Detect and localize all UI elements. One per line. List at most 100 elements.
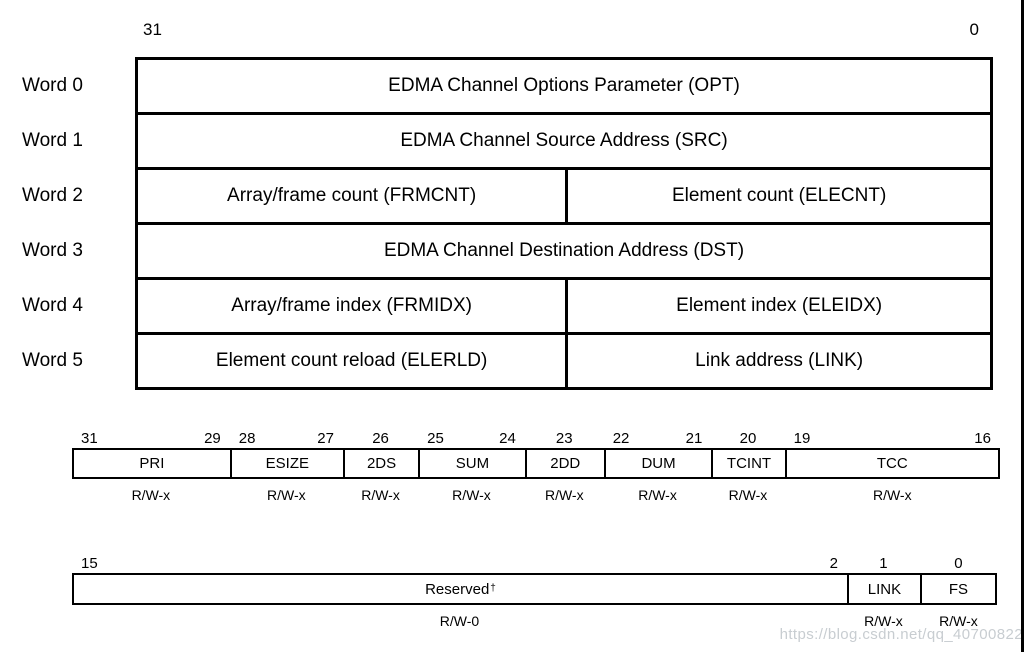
bit-numbers-2ds: 26 — [343, 426, 418, 448]
bit-number: 1 — [879, 555, 888, 572]
bit-number-0: 0 — [969, 20, 979, 39]
bit-number: 27 — [317, 430, 334, 447]
field-dum: DUM — [603, 448, 712, 479]
word-cell: Array/frame count (FRMCNT) — [138, 170, 569, 222]
bit-numbers-reserved: 15 2 — [72, 546, 847, 573]
bit-numbers-pri: 31 29 — [72, 426, 230, 448]
bit-number: 19 — [793, 430, 811, 447]
bit-number: 20 — [739, 430, 757, 447]
bit-numbers-row: 31 29 28 27 26 25 24 23 22 21 20 19 16 — [72, 426, 1000, 448]
field-tcint: TCINT — [711, 448, 785, 479]
field-name: TCINT — [726, 455, 772, 472]
page-edge-line — [1021, 0, 1024, 652]
field-boxes-row: Reserved † LINK FS — [72, 573, 997, 605]
bit-number: 2 — [829, 555, 838, 572]
access-label: R/W-x — [544, 487, 584, 503]
opt-bitfield-upper: 31 29 28 27 26 25 24 23 22 21 20 19 16 PRI ESIZE 2DS SUM… — [72, 426, 1000, 503]
field-name: DUM — [641, 455, 676, 472]
field-name: Reserved — [425, 580, 490, 598]
field-tcc: TCC — [784, 448, 1000, 479]
bit-number: 28 — [238, 430, 256, 447]
access-codes-row: R/W-x R/W-x R/W-x R/W-x R/W-x R/W-x R/W-x R/W-x — [72, 487, 1000, 503]
field-pri: PRI — [72, 448, 230, 479]
bit-number: 21 — [685, 430, 703, 447]
bit-number: 0 — [954, 555, 963, 572]
field-2dd: 2DD — [524, 448, 604, 479]
word-row-label: Word 4 — [22, 295, 83, 316]
access-codes-row: R/W-0 R/W-x R/W-x — [72, 613, 997, 629]
bit-number: 23 — [555, 430, 573, 447]
field-link: LINK — [846, 573, 920, 605]
access-label: R/W-x — [939, 613, 978, 629]
access-label: R/W-0 — [439, 613, 480, 629]
top-bit-ruler: 31 0 — [135, 16, 993, 40]
field-esize: ESIZE — [229, 448, 343, 479]
word-table: Word 0 EDMA Channel Options Parameter (OP… — [20, 57, 993, 390]
field-name: 2DD — [550, 455, 581, 472]
bit-numbers-dum: 22 21 — [604, 426, 712, 448]
word-cell: Element count (ELECNT) — [671, 185, 887, 206]
word-row-label: Word 1 — [22, 130, 83, 151]
bit-numbers-2dd: 23 — [525, 426, 604, 448]
access-label: R/W-x — [864, 613, 903, 629]
access-label: R/W-x — [452, 487, 491, 503]
word-row: Word 0 EDMA Channel Options Parameter (OP… — [20, 57, 993, 115]
access-label: R/W-x — [872, 487, 912, 503]
bit-numbers-tcc: 19 16 — [785, 426, 1000, 448]
word-box: Array/frame index (FRMIDX) Element index … — [135, 277, 993, 335]
word-row: Word 1 EDMA Channel Source Address (SRC) — [20, 112, 993, 170]
bit-numbers-tcint: 20 — [711, 426, 784, 448]
word-cell: Array/frame index (FRMIDX) — [138, 280, 569, 332]
access-label: R/W-x — [728, 487, 768, 503]
bit-number: 29 — [204, 430, 221, 447]
access-label: R/W-x — [638, 487, 677, 503]
word-row-label: Word 5 — [22, 350, 83, 371]
word-row: Word 4 Array/frame index (FRMIDX) Element … — [20, 277, 993, 335]
word-cell: EDMA Channel Options Parameter (OPT) — [388, 75, 740, 96]
field-name: PRI — [139, 455, 165, 472]
access-label: R/W-x — [131, 487, 171, 503]
field-sum: SUM — [418, 448, 525, 479]
bit-number-31: 31 — [143, 20, 162, 39]
watermark-url: https://blog.csdn.net/qq_40700822 — [779, 626, 1023, 643]
field-name: TCC — [876, 455, 908, 472]
word-cell: Link address (LINK) — [695, 350, 864, 371]
bit-number: 15 — [81, 555, 98, 572]
word-row: Word 3 EDMA Channel Destination Address (… — [20, 222, 993, 280]
bit-number: 26 — [372, 430, 389, 447]
word-cell: EDMA Channel Source Address (SRC) — [400, 130, 728, 151]
access-label: R/W-x — [267, 487, 306, 503]
word-row: Word 2 Array/frame count (FRMCNT) Element … — [20, 167, 993, 225]
word-row: Word 5 Element count reload (ELERLD) Link … — [20, 332, 993, 390]
bit-number: 25 — [427, 430, 444, 447]
field-name: SUM — [455, 455, 490, 472]
field-boxes-row: PRI ESIZE 2DS SUM 2DD DUM TCINT TCC — [72, 448, 1000, 479]
word-cell: Element count reload (ELERLD) — [138, 335, 569, 387]
word-box: EDMA Channel Destination Address (DST) — [135, 222, 993, 280]
field-name: 2DS — [366, 455, 397, 472]
word-box: EDMA Channel Options Parameter (OPT) — [135, 57, 993, 115]
word-box: EDMA Channel Source Address (SRC) — [135, 112, 993, 170]
bit-number: 22 — [612, 430, 630, 447]
word-cell: EDMA Channel Destination Address (DST) — [383, 240, 745, 261]
field-name: LINK — [867, 580, 902, 598]
bit-number: 24 — [499, 430, 516, 447]
bit-number: 16 — [974, 430, 991, 447]
field-2ds: 2DS — [342, 448, 419, 479]
access-label: R/W-x — [361, 487, 400, 503]
bit-numbers-esize: 28 27 — [230, 426, 343, 448]
word-box: Element count reload (ELERLD) Link addres… — [135, 332, 993, 390]
word-box: Array/frame count (FRMCNT) Element count … — [135, 167, 993, 225]
bit-number: 31 — [81, 430, 98, 447]
bit-numbers-link: 1 — [847, 546, 920, 573]
field-name: ESIZE — [265, 455, 310, 472]
field-fs: FS — [919, 573, 997, 605]
word-row-label: Word 0 — [22, 75, 83, 96]
opt-bitfield-lower: 15 2 1 0 Reserved † LINK FS R/W-0 R/W-x R/W-x — [72, 546, 997, 629]
word-row-label: Word 3 — [22, 240, 83, 261]
bit-numbers-sum: 25 24 — [418, 426, 525, 448]
bit-numbers-fs: 0 — [920, 546, 997, 573]
word-row-label: Word 2 — [22, 185, 83, 206]
word-cell: Element index (ELEIDX) — [676, 295, 883, 316]
